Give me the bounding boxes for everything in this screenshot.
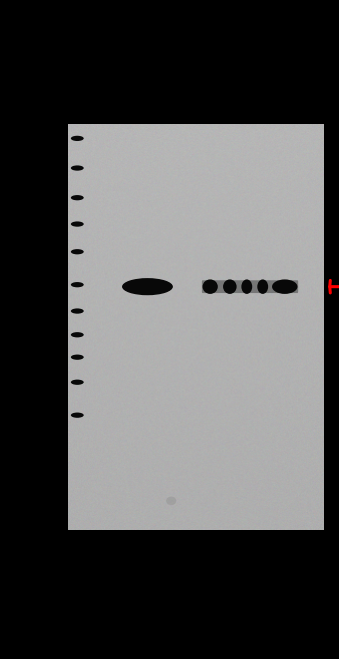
Ellipse shape xyxy=(71,136,84,141)
Ellipse shape xyxy=(71,221,84,227)
Ellipse shape xyxy=(71,249,84,254)
Ellipse shape xyxy=(272,279,298,294)
FancyBboxPatch shape xyxy=(202,280,298,293)
Ellipse shape xyxy=(241,279,252,294)
Ellipse shape xyxy=(166,497,176,505)
Ellipse shape xyxy=(203,279,218,294)
Ellipse shape xyxy=(122,278,173,295)
Ellipse shape xyxy=(71,308,84,314)
Ellipse shape xyxy=(71,165,84,171)
Ellipse shape xyxy=(71,413,84,418)
Ellipse shape xyxy=(71,355,84,360)
Ellipse shape xyxy=(257,279,268,294)
Ellipse shape xyxy=(223,279,237,294)
Ellipse shape xyxy=(71,195,84,200)
Ellipse shape xyxy=(71,282,84,287)
Ellipse shape xyxy=(71,380,84,385)
Ellipse shape xyxy=(71,332,84,337)
